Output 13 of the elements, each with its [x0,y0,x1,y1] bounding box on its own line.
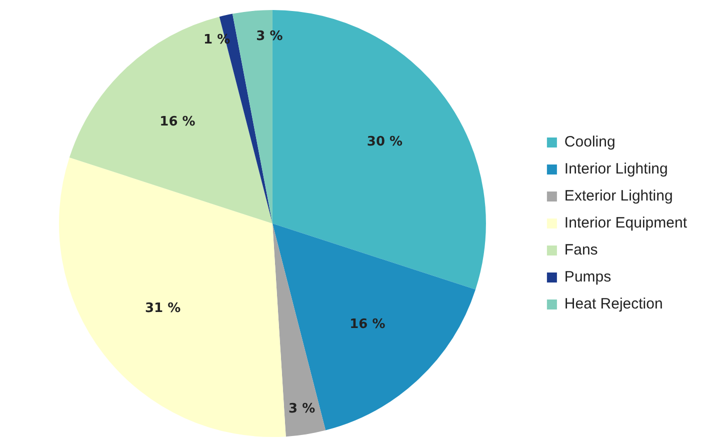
legend-label: Interior Lighting [564,160,668,178]
legend-label: Fans [564,242,598,259]
legend-label: Exterior Lighting [564,188,673,205]
data-label: 31 % [144,300,181,316]
data-label: 16 % [350,317,386,332]
data-label: 3 % [256,28,283,44]
legend-label: Heat Rejection [564,296,663,313]
data-label: 30 % [366,134,403,150]
data-label: 3 % [288,401,316,416]
legend-label: Cooling [564,134,616,151]
legend-label: Interior Equipment [564,214,688,232]
data-label: 16 % [160,114,196,130]
legend-label: Pumps [564,268,612,286]
